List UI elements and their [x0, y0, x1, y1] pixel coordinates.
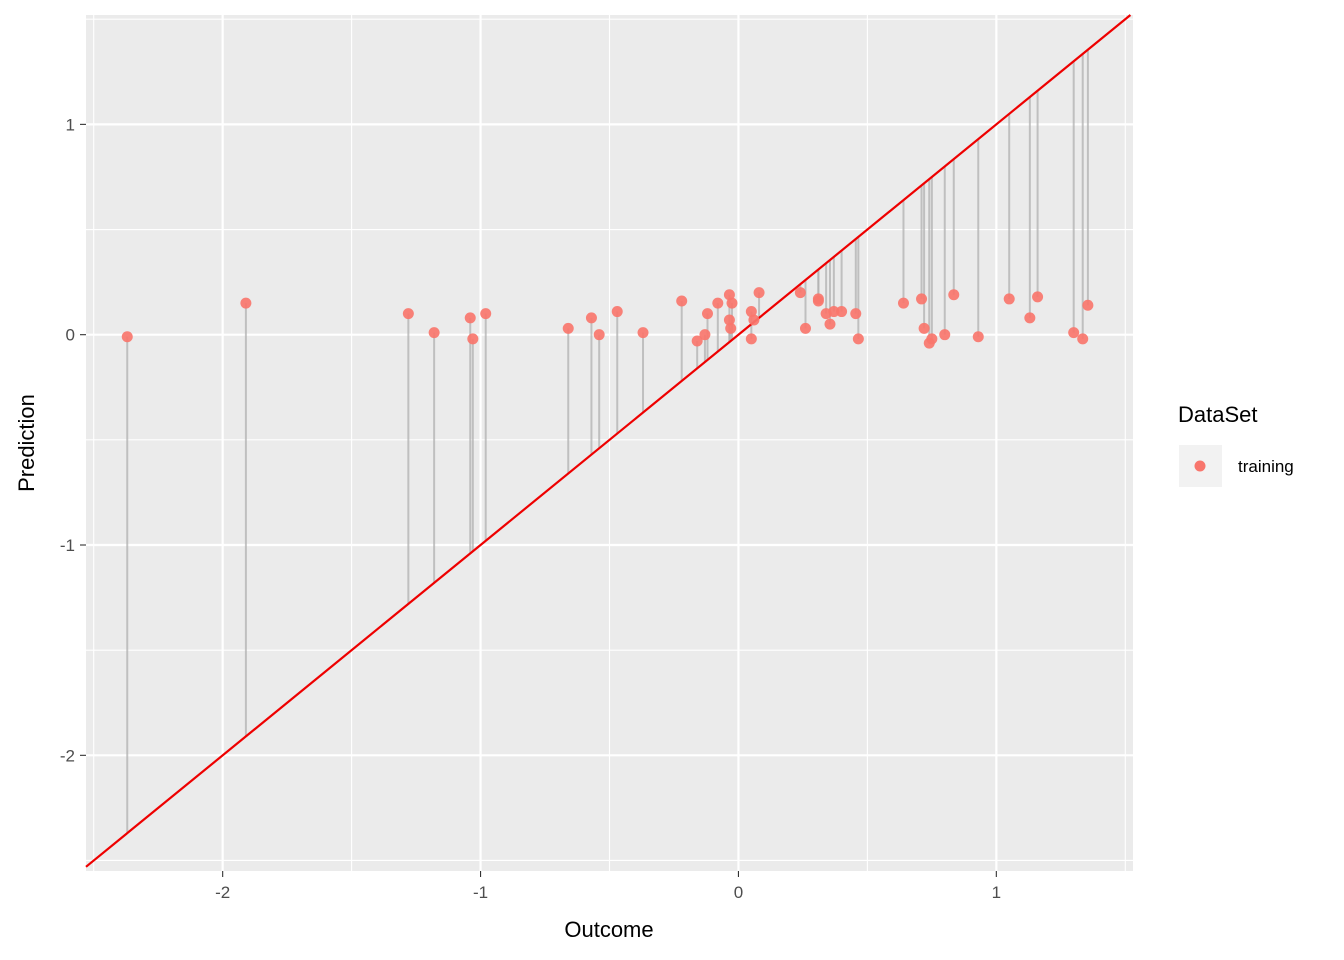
data-point — [585, 312, 597, 324]
y-tick-label: -2 — [60, 746, 75, 765]
y-axis-title: Prediction — [14, 394, 39, 492]
data-point — [725, 322, 737, 334]
data-point — [812, 293, 824, 305]
y-tick-label: 1 — [66, 115, 75, 134]
data-point — [593, 329, 605, 341]
data-point — [611, 306, 623, 318]
legend-title: DataSet — [1178, 402, 1258, 427]
data-point — [972, 331, 984, 343]
data-point — [1077, 333, 1089, 345]
data-point — [726, 297, 738, 309]
data-point — [1032, 291, 1044, 303]
data-point — [916, 293, 928, 305]
data-point — [701, 308, 713, 320]
data-point — [699, 329, 711, 341]
x-tick-label: -2 — [215, 883, 230, 902]
data-point — [926, 333, 938, 345]
x-axis: -2 -1 0 1 — [215, 871, 1001, 902]
data-point — [828, 306, 840, 318]
x-tick-label: 1 — [992, 883, 1001, 902]
data-point — [745, 306, 757, 318]
data-point — [402, 308, 414, 320]
data-point — [1082, 299, 1094, 311]
major-gridlines — [86, 15, 1133, 871]
data-point — [1024, 312, 1036, 324]
data-point — [753, 287, 765, 299]
data-point — [712, 297, 724, 309]
identity-reference-line — [85, 14, 1132, 868]
residual-segments — [126, 49, 1089, 834]
data-point — [467, 333, 479, 345]
y-axis: -2 -1 0 1 — [60, 115, 86, 765]
data-point — [794, 287, 806, 299]
data-point — [799, 322, 811, 334]
legend: DataSet training — [1178, 402, 1294, 487]
data-point — [824, 318, 836, 330]
x-axis-title: Outcome — [564, 917, 653, 942]
data-point — [745, 333, 757, 345]
data-point — [691, 335, 703, 347]
data-point — [637, 327, 649, 339]
data-point — [836, 306, 848, 318]
data-point — [918, 322, 930, 334]
data-point — [428, 327, 440, 339]
data-point — [676, 295, 688, 307]
y-tick-label: -1 — [60, 536, 75, 555]
data-point — [897, 297, 909, 309]
y-tick-label: 0 — [66, 326, 75, 345]
data-point — [948, 289, 960, 301]
data-point — [1068, 327, 1080, 339]
data-point — [723, 289, 735, 301]
minor-gridlines — [86, 15, 1133, 871]
data-point — [939, 329, 951, 341]
x-tick-label: -1 — [473, 883, 488, 902]
data-point — [723, 314, 735, 326]
data-point — [852, 333, 864, 345]
data-point — [562, 322, 574, 334]
data-point — [480, 308, 492, 320]
legend-key-marker — [1194, 460, 1206, 472]
data-points — [121, 287, 1094, 349]
data-point — [464, 312, 476, 324]
data-point — [1003, 293, 1015, 305]
legend-label-training: training — [1238, 457, 1294, 476]
data-point — [850, 308, 862, 320]
data-point — [748, 314, 760, 326]
x-tick-label: 0 — [734, 883, 743, 902]
data-point — [240, 297, 252, 309]
data-point — [121, 331, 133, 343]
